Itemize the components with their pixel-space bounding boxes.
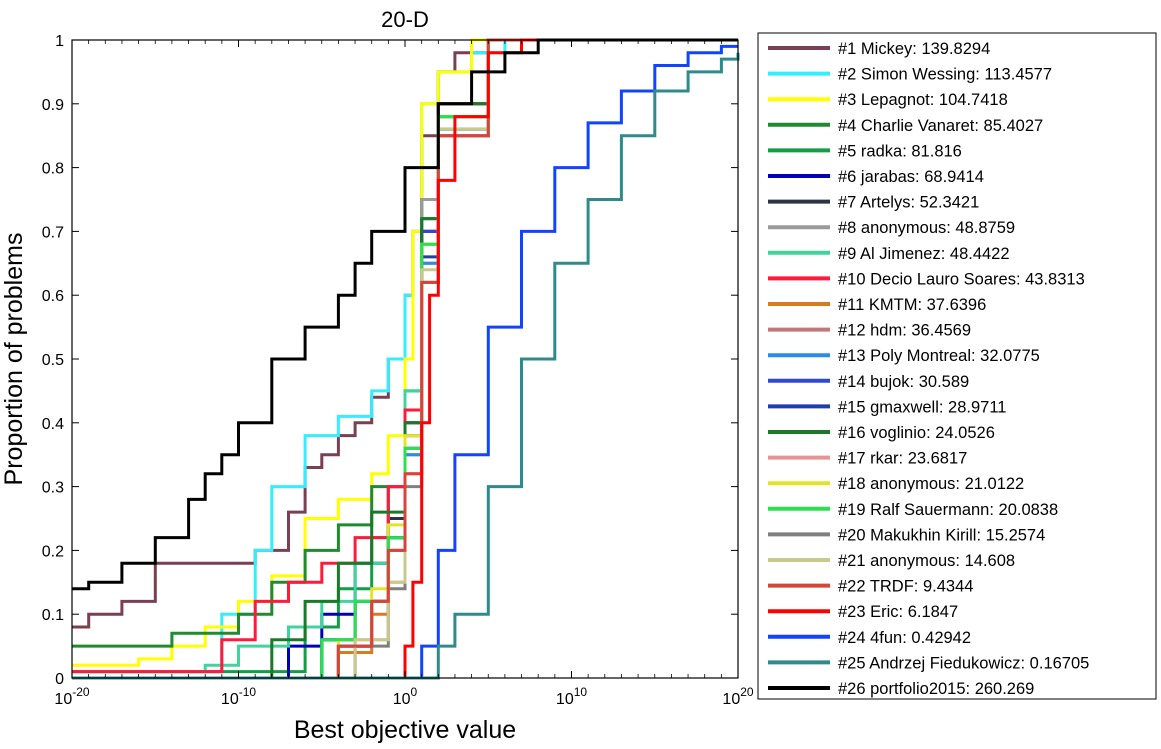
legend-entry-19: #19 Ralf Sauermann: 20.0838 — [838, 501, 1058, 519]
legend-entry-9: #9 Al Jimenez: 48.4422 — [838, 245, 1010, 263]
legend-entry-6: #6 jarabas: 68.9414 — [838, 168, 984, 186]
y-tick-label-4: 0.4 — [42, 416, 64, 433]
legend: #1 Mickey: 139.8294 #2 Simon Wessing: 113… — [757, 32, 1157, 700]
y-tick-label-10: 1 — [55, 33, 64, 50]
y-axis-label: Proportion of problems — [0, 233, 28, 486]
x-tick-label-1: 10-10 — [221, 685, 256, 708]
legend-entry-18: #18 anonymous: 21.0122 — [838, 475, 1024, 493]
legend-entry-11: #11 KMTM: 37.6396 — [838, 296, 986, 314]
legend-box — [757, 32, 1157, 700]
y-tick-label-1: 0.1 — [42, 607, 64, 624]
legend-entry-7: #7 Artelys: 52.3421 — [838, 194, 979, 212]
legend-entry-25: #25 Andrzej Fiedukowicz: 0.16705 — [838, 654, 1089, 672]
y-tick-label-0: 0 — [55, 671, 64, 688]
series-line-23 — [72, 38, 738, 680]
legend-entry-8: #8 anonymous: 48.8759 — [838, 219, 1015, 237]
legend-entry-20: #20 Makukhin Kirill: 15.2574 — [838, 526, 1045, 544]
legend-entry-13: #13 Poly Montreal: 32.0775 — [838, 347, 1040, 365]
plot-lines — [72, 38, 740, 680]
y-tick-label-8: 0.8 — [42, 161, 64, 178]
y-tick-label-2: 0.2 — [42, 543, 64, 560]
legend-entry-16: #16 voglinio: 24.0526 — [838, 424, 995, 442]
x-tick-label-2: 100 — [393, 685, 418, 708]
legend-entry-15: #15 gmaxwell: 28.9711 — [838, 398, 1006, 416]
x-axis-label: Best objective value — [294, 716, 516, 744]
y-tick-label-7: 0.7 — [42, 224, 64, 241]
legend-entry-3: #3 Lepagnot: 104.7418 — [838, 91, 1008, 109]
chart-title: 20-D — [381, 7, 429, 32]
y-tick-label-3: 0.3 — [42, 480, 64, 497]
legend-entry-23: #23 Eric: 6.1847 — [838, 603, 958, 621]
y-axis: 0 0.1 0.2 0.3 0.4 0.5 0.6 0.7 0.8 0.9 1 — [42, 33, 738, 688]
legend-entry-2: #2 Simon Wessing: 113.4577 — [838, 66, 1052, 84]
legend-entry-14: #14 bujok: 30.589 — [838, 373, 969, 391]
legend-entry-4: #4 Charlie Vanaret: 85.4027 — [838, 117, 1043, 135]
y-tick-label-5: 0.5 — [42, 352, 64, 369]
legend-entry-10: #10 Decio Lauro Soares: 43.8313 — [838, 270, 1085, 288]
y-tick-label-6: 0.6 — [42, 288, 64, 305]
legend-entry-26: #26 portfolio2015: 260.269 — [838, 680, 1034, 698]
legend-entry-1: #1 Mickey: 139.8294 — [838, 40, 990, 58]
x-axis: 10-20 10-10 100 1010 1020 — [54, 40, 754, 708]
x-tick-label-0: 10-20 — [54, 685, 89, 708]
y-tick-label-9: 0.9 — [42, 97, 64, 114]
series-line-3 — [72, 38, 738, 667]
legend-entry-24: #24 4fun: 0.42942 — [838, 629, 971, 647]
legend-entry-17: #17 rkar: 23.6817 — [838, 450, 967, 468]
x-tick-label-4: 1020 — [722, 685, 753, 708]
series-line-25 — [72, 52, 740, 680]
legend-entry-21: #21 anonymous: 14.608 — [838, 552, 1015, 570]
series-line-26 — [72, 38, 738, 591]
legend-entry-5: #5 radka: 81.816 — [838, 142, 962, 160]
legend-entry-12: #12 hdm: 36.4569 — [838, 322, 971, 340]
legend-entry-22: #22 TRDF: 9.4344 — [838, 578, 973, 596]
x-tick-label-3: 1010 — [556, 685, 587, 708]
